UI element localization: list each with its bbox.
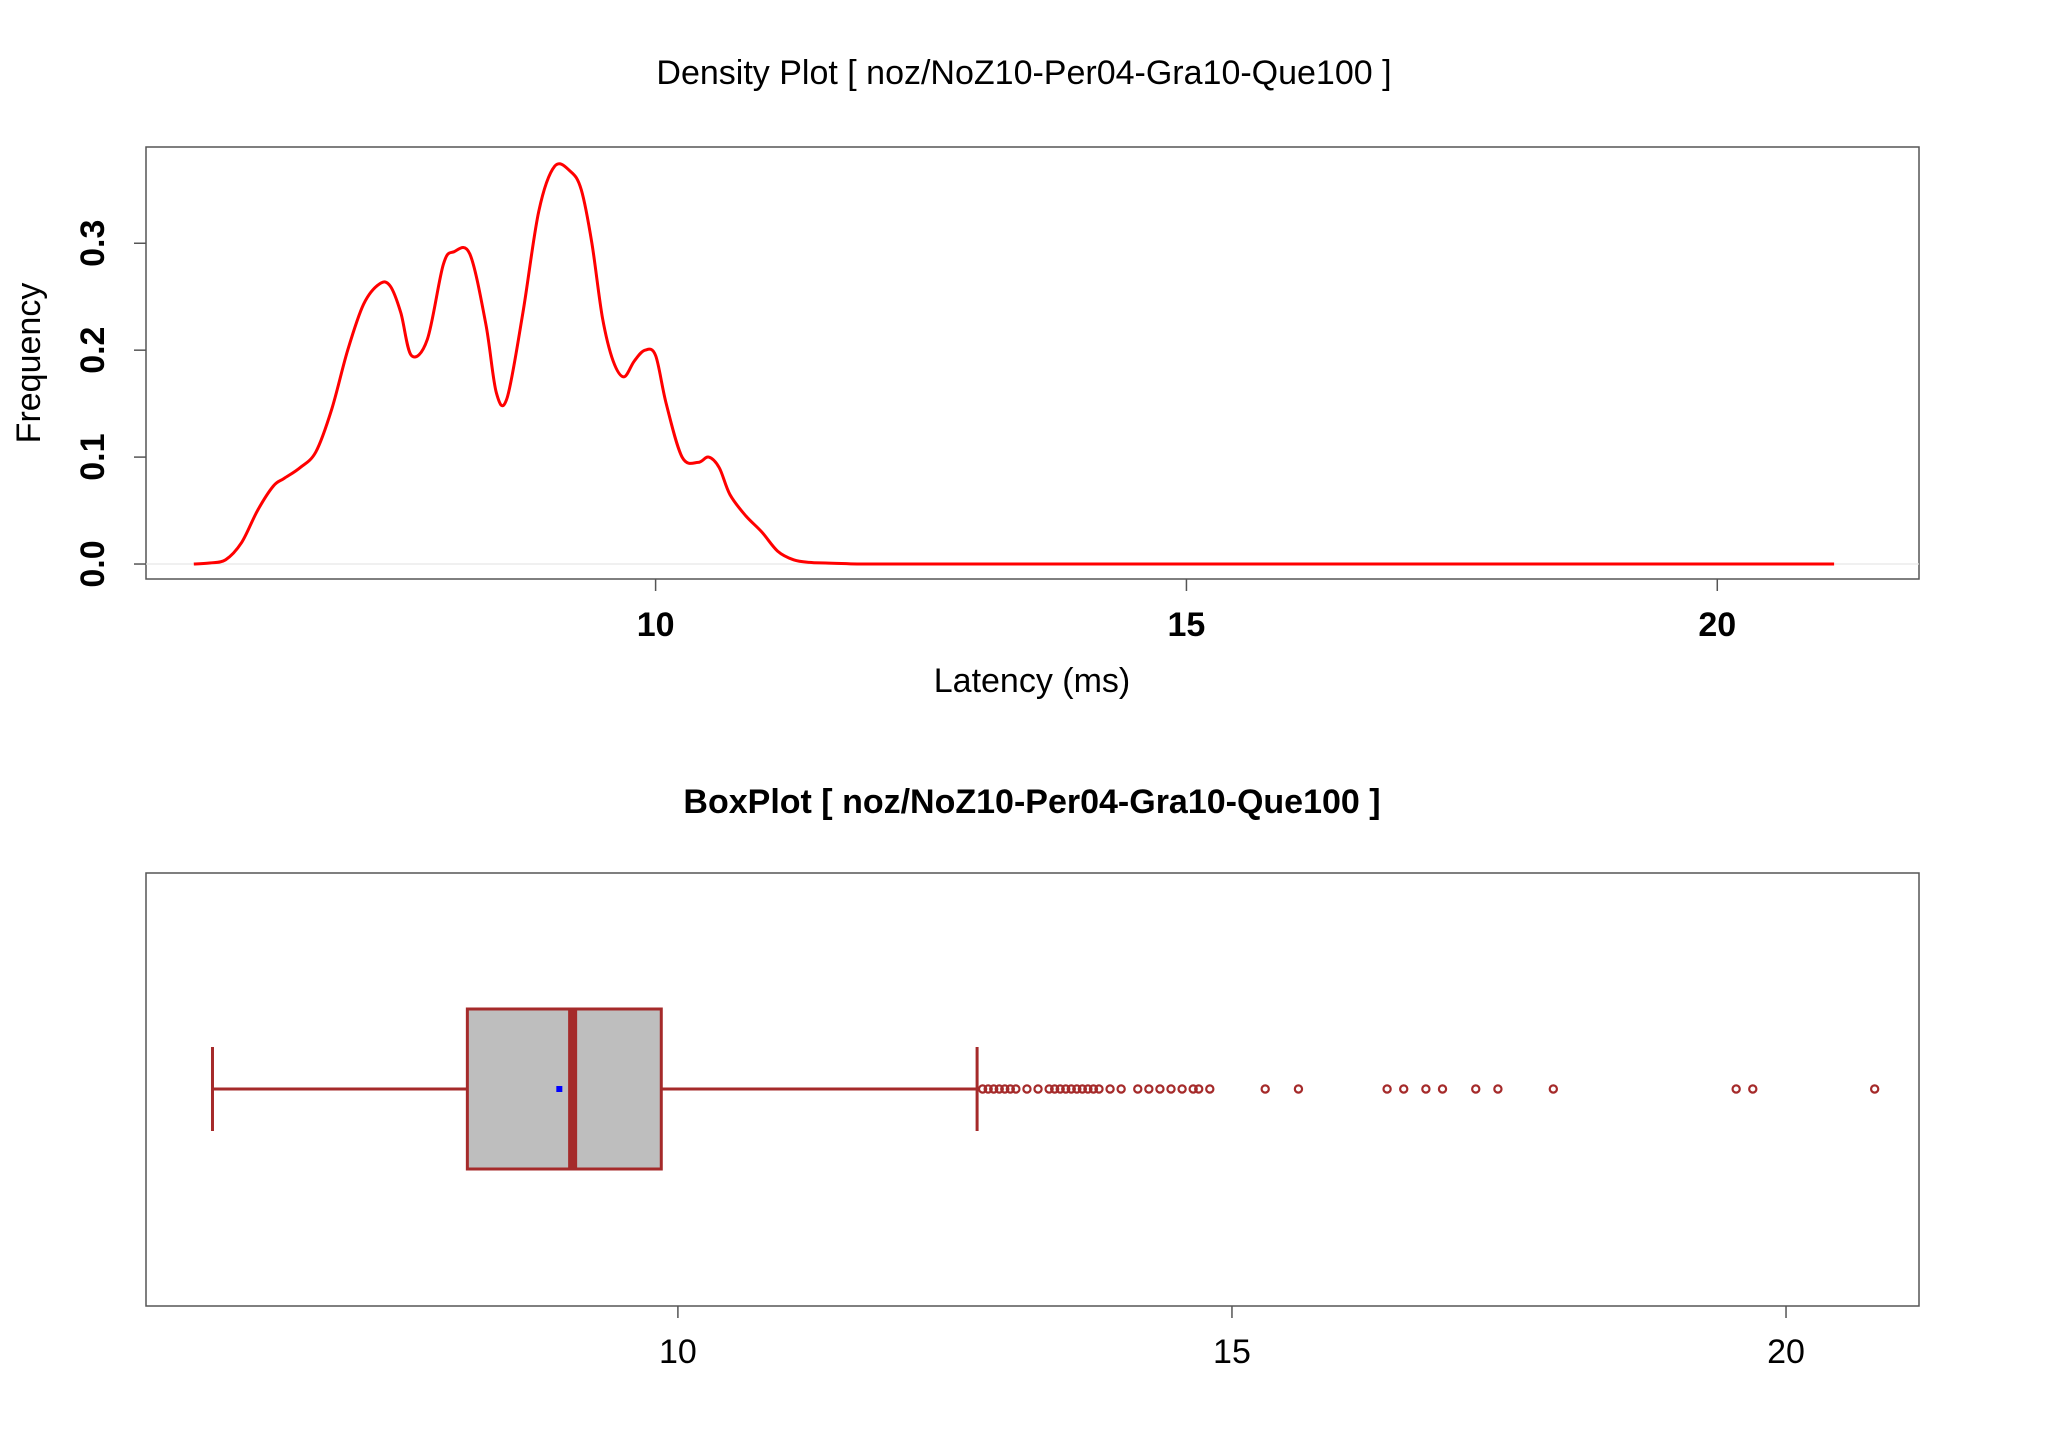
boxplot-x-tick-label: 10 bbox=[659, 1333, 697, 1371]
boxplot-outliers bbox=[977, 1084, 1880, 1094]
outlier-point bbox=[1033, 1084, 1043, 1094]
outlier-point bbox=[1116, 1084, 1126, 1094]
outlier-point bbox=[1205, 1084, 1215, 1094]
outlier-point bbox=[1055, 1084, 1065, 1094]
outlier-point bbox=[1072, 1084, 1082, 1094]
density-title: Density Plot [ noz/NoZ10-Per04-Gra10-Que… bbox=[656, 54, 1391, 92]
outlier-point bbox=[1548, 1084, 1559, 1094]
outlier-point bbox=[1177, 1084, 1187, 1094]
outlier-point bbox=[1166, 1084, 1176, 1094]
boxplot-marks bbox=[210, 1007, 979, 1171]
outlier-point bbox=[1077, 1084, 1088, 1094]
density-y-tick-label: 0.2 bbox=[74, 327, 112, 374]
outlier-point bbox=[1105, 1084, 1115, 1094]
density-x-axis: 10 15 20 bbox=[637, 579, 1736, 644]
outlier-point bbox=[1869, 1084, 1880, 1094]
boxplot-title: BoxPlot [ noz/NoZ10-Per04-Gra10-Que100 ] bbox=[683, 783, 1380, 821]
density-x-label: Latency (ms) bbox=[934, 662, 1131, 700]
density-y-tick-label: 0.3 bbox=[74, 220, 112, 267]
outlier-point bbox=[1094, 1084, 1104, 1094]
outlier-point bbox=[1421, 1084, 1431, 1094]
outlier-point bbox=[1731, 1084, 1741, 1094]
density-y-tick-label: 0.0 bbox=[74, 540, 112, 587]
density-curve bbox=[193, 162, 1835, 566]
mean-marker bbox=[556, 1086, 563, 1092]
density-y-axis: 0.0 0.1 0.2 0.3 bbox=[74, 220, 1919, 588]
outlier-point bbox=[1044, 1084, 1054, 1094]
outlier-point bbox=[1049, 1084, 1060, 1094]
outlier-point bbox=[1188, 1084, 1198, 1094]
outlier-point bbox=[1083, 1084, 1093, 1094]
outlier-point bbox=[994, 1084, 1004, 1094]
density-y-label: Frequency bbox=[10, 283, 48, 444]
outlier-point bbox=[1748, 1084, 1758, 1094]
boxplot-x-tick-label: 15 bbox=[1213, 1333, 1251, 1371]
outlier-point bbox=[1293, 1084, 1304, 1094]
outlier-point bbox=[1471, 1084, 1481, 1094]
outlier-point bbox=[1399, 1084, 1409, 1094]
outlier-point bbox=[1493, 1084, 1503, 1094]
outlier-point bbox=[1005, 1084, 1016, 1094]
outlier-point bbox=[1088, 1084, 1099, 1094]
outlier-point bbox=[1260, 1084, 1270, 1094]
boxplot-x-tick-label: 20 bbox=[1767, 1333, 1805, 1371]
density-plot: 10 15 20 0.0 0.1 0.2 0.3 bbox=[74, 146, 1920, 644]
outlier-point bbox=[1061, 1084, 1071, 1094]
outlier-point bbox=[1133, 1084, 1143, 1094]
outlier-point bbox=[1000, 1084, 1010, 1094]
outlier-point bbox=[983, 1084, 993, 1094]
interquartile-box bbox=[465, 1007, 663, 1171]
outlier-point bbox=[1382, 1084, 1392, 1094]
outlier-point bbox=[977, 1084, 988, 1094]
outlier-point bbox=[1194, 1084, 1204, 1094]
density-x-tick-label: 20 bbox=[1698, 606, 1736, 644]
density-x-tick-label: 10 bbox=[637, 606, 675, 644]
density-y-tick-label: 0.1 bbox=[74, 433, 112, 480]
box-plot: 10 15 20 bbox=[145, 872, 1920, 1371]
density-plot-frame bbox=[145, 146, 1920, 580]
outlier-point bbox=[1144, 1084, 1154, 1094]
boxplot-x-axis: 10 15 20 bbox=[659, 1306, 1805, 1371]
outlier-point bbox=[989, 1084, 999, 1094]
outlier-point bbox=[1155, 1084, 1165, 1094]
density-x-tick-label: 15 bbox=[1168, 606, 1206, 644]
outlier-point bbox=[1066, 1084, 1076, 1094]
boxplot-frame bbox=[145, 872, 1920, 1307]
outlier-point bbox=[1437, 1084, 1448, 1094]
outlier-point bbox=[1011, 1084, 1021, 1094]
outlier-point bbox=[1022, 1084, 1032, 1094]
